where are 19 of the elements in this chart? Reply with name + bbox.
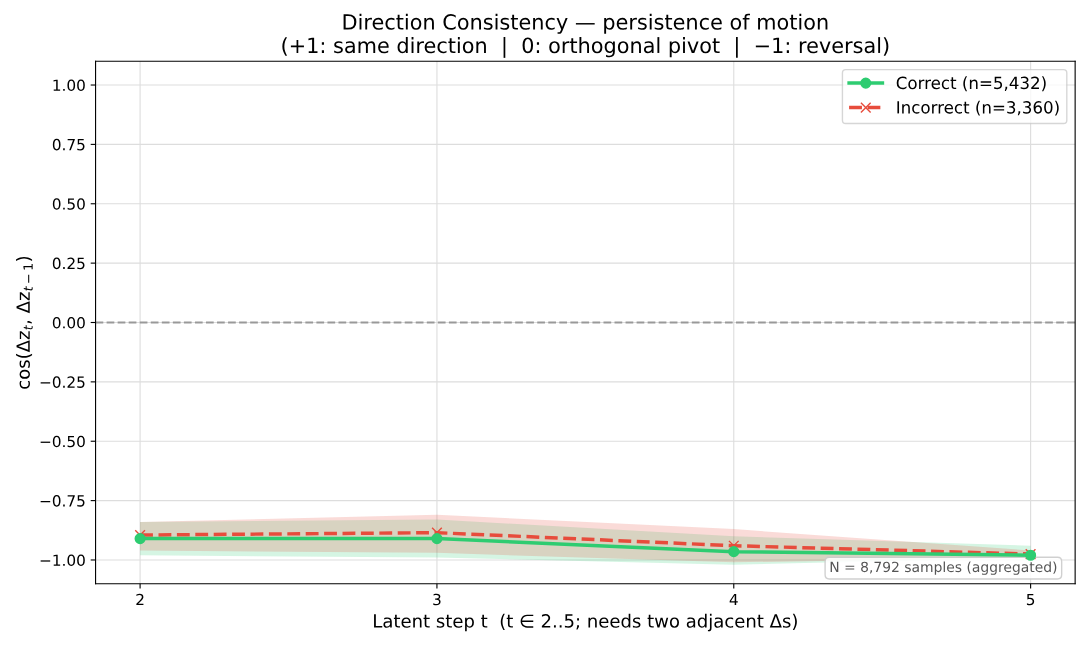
y-tick-label: −0.75	[40, 495, 85, 507]
x-tick-label: 5	[1026, 593, 1035, 606]
legend-label: Incorrect (n=3,360)	[897, 100, 1059, 116]
y-tick-label: −1.00	[40, 554, 85, 566]
y-tick-label: 0.00	[52, 316, 85, 329]
y-tick-label: 0.75	[52, 138, 85, 151]
y-tick-label: −0.25	[40, 376, 85, 388]
y-tick-label: 1.00	[53, 79, 85, 92]
legend-label: Correct (n=5,432)	[896, 76, 1046, 92]
x-axis-title: Latent step t (t ∈ 2..5; needs two adjacent Δs)	[374, 613, 797, 632]
x-tick-label: 2	[136, 593, 144, 606]
x-tick-label: 3	[433, 593, 441, 606]
y-tick-label: −0.50	[40, 435, 85, 448]
x-tick-label: 4	[729, 593, 738, 606]
annotation: N = 8,792 samples (aggregated)	[830, 561, 1057, 575]
chart-title: Direction Consistency — persistence of motion (+1: same direction | 0: orthogonal pivot | −1: reversal)	[282, 13, 889, 58]
y-axis-title: cos(Δz$_{t}$, Δz$_{t−1}$)	[15, 256, 33, 389]
y-tick-label: 0.25	[52, 257, 85, 270]
y-tick-label: 0.50	[52, 198, 85, 210]
